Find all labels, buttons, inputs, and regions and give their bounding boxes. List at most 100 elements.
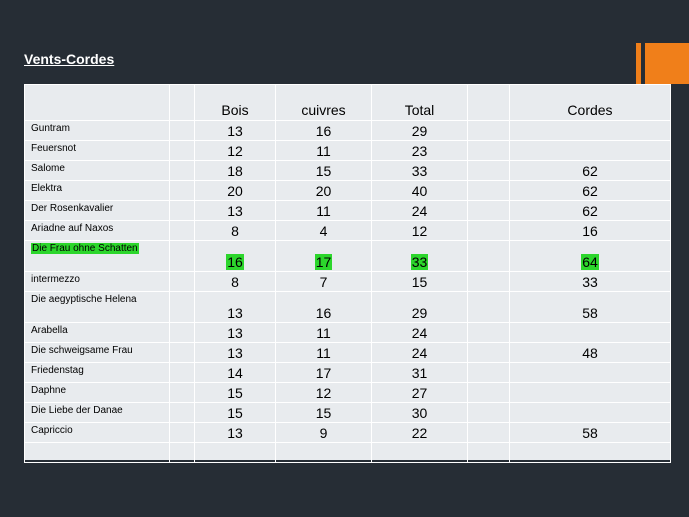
total-text: 15	[411, 274, 428, 290]
cordes-text: 62	[582, 183, 598, 199]
cuivres-text: 17	[314, 254, 333, 270]
cuivres-cell: 4	[275, 220, 372, 241]
column-header: cuivres	[275, 84, 372, 121]
total-text: 29	[411, 305, 428, 321]
total-cell: 31	[371, 362, 468, 383]
opera-name-cell: Arabella	[24, 322, 170, 343]
spacer-cell	[467, 422, 510, 443]
cordes-text: 48	[582, 345, 598, 361]
cuivres-cell: 11	[275, 200, 372, 221]
cordes-cell	[509, 362, 671, 383]
bois-text: 13	[227, 203, 243, 219]
spacer-cell	[169, 362, 195, 383]
cordes-cell: 33	[509, 271, 671, 292]
table-row: Guntram 13 16 29	[24, 120, 671, 141]
spacer-cell	[467, 291, 510, 323]
spacer-cell	[467, 140, 510, 161]
opera-name-text: Der Rosenkavalier	[31, 203, 114, 214]
bois-text: 13	[227, 425, 243, 441]
total-cell	[371, 442, 468, 463]
total-cell: 24	[371, 200, 468, 221]
opera-name-text: Friedenstag	[31, 365, 84, 376]
spacer-cell	[169, 382, 195, 403]
cuivres-text: 7	[319, 274, 328, 290]
total-cell: 24	[371, 322, 468, 343]
bois-text: 8	[231, 223, 239, 239]
opera-name-text: Die schweigsame Frau	[31, 345, 133, 356]
cuivres-cell: 16	[275, 291, 372, 323]
spacer-cell	[169, 402, 195, 423]
total-text: 24	[411, 203, 428, 219]
bois-text: 20	[227, 183, 243, 199]
spacer-cell	[169, 422, 195, 443]
total-cell: 29	[371, 291, 468, 323]
opera-name-text: Guntram	[31, 123, 70, 134]
opera-name-cell: Die aegyptische Helena	[24, 291, 170, 323]
total-cell: 33	[371, 160, 468, 181]
table-row: Salome 18 15 33 62	[24, 160, 671, 181]
total-cell: 23	[371, 140, 468, 161]
opera-name-cell: Feuersnot	[24, 140, 170, 161]
cuivres-cell: 16	[275, 120, 372, 141]
total-text: 24	[411, 325, 428, 341]
accent-bar-block	[645, 43, 689, 84]
cordes-text: 16	[582, 223, 598, 239]
table-row: Capriccio 13 9 22 58	[24, 422, 671, 443]
opera-name-cell: Die Liebe der Danae	[24, 402, 170, 423]
opera-name-cell: Elektra	[24, 180, 170, 201]
table-row: Die Liebe der Danae 15 15 30	[24, 402, 671, 423]
cuivres-text: 16	[315, 305, 332, 321]
spacer-cell	[467, 342, 510, 363]
bois-text: 13	[227, 123, 243, 139]
column-header: Cordes	[509, 84, 671, 121]
cuivres-cell	[275, 442, 372, 463]
total-cell: 12	[371, 220, 468, 241]
spacer-cell	[467, 120, 510, 141]
cordes-cell: 16	[509, 220, 671, 241]
opera-name-text: Elektra	[31, 183, 63, 194]
total-cell: 29	[371, 120, 468, 141]
bois-cell	[194, 442, 276, 463]
spacer-cell	[467, 160, 510, 181]
opera-name-cell: Guntram	[24, 120, 170, 141]
table-row: Friedenstag 14 17 31	[24, 362, 671, 383]
cuivres-cell: 17	[275, 362, 372, 383]
spacer-cell	[467, 402, 510, 423]
bois-text: 18	[227, 163, 243, 179]
accent-bar-thin	[636, 43, 641, 84]
spacer-cell	[169, 291, 195, 323]
cordes-cell	[509, 442, 671, 463]
spacer-cell	[467, 362, 510, 383]
cordes-cell	[509, 322, 671, 343]
spacer-cell	[169, 342, 195, 363]
cuivres-text: 11	[316, 345, 331, 361]
cordes-text: 62	[582, 203, 598, 219]
bois-cell: 13	[194, 342, 276, 363]
bois-cell: 8	[194, 220, 276, 241]
cuivres-text: 15	[315, 405, 332, 421]
cuivres-cell: 15	[275, 160, 372, 181]
bois-text: 8	[231, 274, 239, 290]
bois-cell: 13	[194, 291, 276, 323]
total-cell: 27	[371, 382, 468, 403]
total-text: 24	[411, 345, 428, 361]
opera-name-cell: Ariadne auf Naxos	[24, 220, 170, 241]
table-row: Die Frau ohne Schatten 16 17 33 64	[24, 240, 671, 272]
opera-name-cell: Die schweigsame Frau	[24, 342, 170, 363]
opera-name-text: Ariadne auf Naxos	[31, 223, 114, 234]
cordes-cell: 62	[509, 160, 671, 181]
spacer-cell	[169, 200, 195, 221]
bois-cell: 13	[194, 200, 276, 221]
opera-name-cell: Capriccio	[24, 422, 170, 443]
total-cell: 30	[371, 402, 468, 423]
total-text: 40	[411, 183, 428, 199]
cordes-text: 62	[582, 163, 598, 179]
cordes-cell: 64	[509, 240, 671, 272]
spacer-cell	[169, 271, 195, 292]
bois-text: 13	[227, 345, 243, 361]
opera-name-text: Die aegyptische Helena	[31, 294, 137, 305]
spacer-cell	[169, 180, 195, 201]
total-cell: 24	[371, 342, 468, 363]
total-text: 31	[411, 365, 428, 381]
opera-name-text: Daphne	[31, 385, 67, 396]
